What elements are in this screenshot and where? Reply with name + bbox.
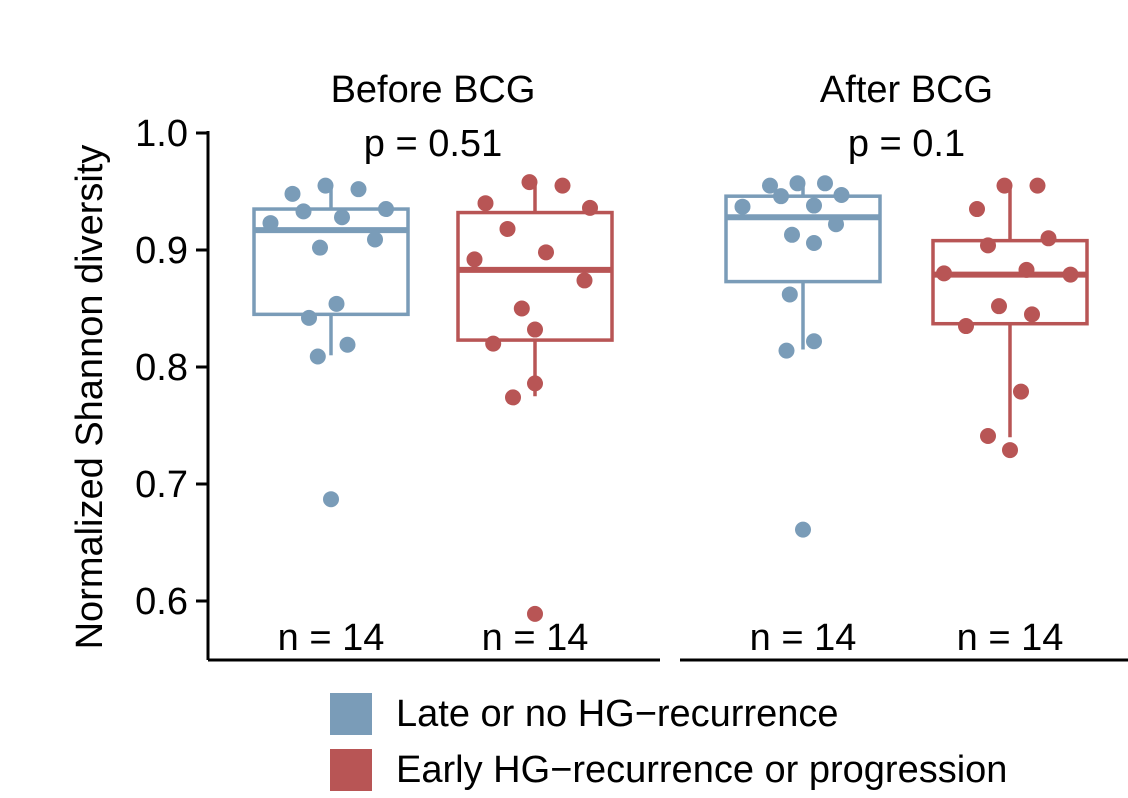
data-point [789, 175, 806, 192]
data-point [284, 185, 301, 202]
legend-swatch-early [330, 749, 372, 791]
panel-title: After BCG [820, 69, 993, 111]
data-point [991, 298, 1007, 315]
data-point [1002, 442, 1018, 459]
data-point [734, 198, 751, 215]
data-point [554, 177, 571, 194]
data-point [538, 244, 554, 261]
box [456, 210, 614, 342]
data-point [1040, 230, 1057, 247]
n-label: n = 14 [482, 617, 589, 659]
data-point [328, 295, 345, 312]
box [724, 194, 882, 284]
panel: After BCG p = 0.1 n = 14 n = 14 [680, 69, 1128, 662]
data-point [996, 177, 1013, 194]
box [252, 207, 410, 317]
n-label: n = 14 [750, 617, 857, 659]
data-point [806, 197, 822, 214]
data-point [936, 265, 952, 282]
data-point [295, 203, 312, 220]
data-point [980, 428, 996, 445]
data-point [582, 199, 598, 216]
data-point [980, 237, 996, 254]
panel: Before BCG p = 0.51 n = 14 n = 14 [208, 69, 660, 662]
data-point [339, 336, 356, 353]
data-point [301, 309, 317, 326]
p-value-label: p = 0.1 [848, 123, 965, 165]
legend-swatch-late [330, 693, 372, 735]
data-point [828, 216, 844, 233]
n-label: n = 14 [278, 617, 385, 659]
y-axis-label: Normalized Shannon diversity [69, 145, 111, 650]
legend-label-late: Late or no HG−recurrence [396, 692, 839, 735]
legend-item-late: Late or no HG−recurrence [330, 686, 1007, 742]
data-point [773, 188, 789, 205]
legend-label-early: Early HG−recurrence or progression [396, 748, 1008, 791]
box-group: n = 14 [456, 174, 614, 659]
data-point [806, 234, 822, 251]
data-point [778, 342, 795, 359]
data-point [1013, 383, 1029, 400]
y-tick-label: 0.6 [135, 581, 188, 623]
data-point [317, 177, 334, 194]
y-tick-label: 0.9 [135, 230, 188, 272]
box-group: n = 14 [252, 177, 410, 659]
y-axis: 0.6 0.7 0.8 0.9 1.0 [135, 113, 210, 660]
y-tick-label: 0.7 [135, 464, 188, 506]
data-point [784, 226, 800, 243]
data-point [576, 272, 593, 289]
n-label: n = 14 [957, 617, 1064, 659]
data-point [781, 286, 798, 303]
data-point [367, 231, 383, 248]
p-value-label: p = 0.51 [364, 123, 502, 165]
data-point [958, 318, 974, 335]
data-point [378, 201, 394, 218]
y-tick-label: 1.0 [135, 113, 188, 155]
data-point [762, 177, 778, 194]
data-point [323, 491, 339, 508]
data-point [527, 605, 543, 622]
data-point [795, 521, 811, 538]
data-point [969, 201, 985, 218]
data-point [527, 375, 543, 392]
data-point [309, 348, 326, 365]
data-point [1062, 266, 1079, 283]
data-point [466, 251, 483, 268]
data-point [806, 333, 822, 350]
data-point [527, 321, 543, 338]
box [931, 238, 1089, 326]
box-group: n = 14 [724, 175, 882, 659]
y-tick-label: 0.8 [135, 347, 188, 389]
data-point [485, 335, 502, 352]
data-point [262, 215, 279, 232]
panel-title: Before BCG [331, 69, 536, 111]
box-group: n = 14 [931, 177, 1089, 659]
data-point [1029, 177, 1046, 194]
data-point [1024, 306, 1040, 323]
data-point [499, 220, 516, 237]
legend: Late or no HG−recurrence Early HG−recurr… [330, 686, 1007, 798]
data-point [334, 209, 350, 226]
data-point [505, 389, 521, 406]
data-point [312, 239, 328, 256]
data-point [833, 187, 850, 204]
data-point [350, 181, 367, 198]
data-point [817, 175, 833, 192]
data-point [1018, 261, 1035, 278]
data-point [477, 195, 494, 212]
data-point [521, 174, 538, 191]
panels: Before BCG p = 0.51 n = 14 n = 14 After BCG p… [208, 69, 1128, 662]
data-point [513, 300, 530, 317]
legend-item-early: Early HG−recurrence or progression [330, 742, 1007, 798]
